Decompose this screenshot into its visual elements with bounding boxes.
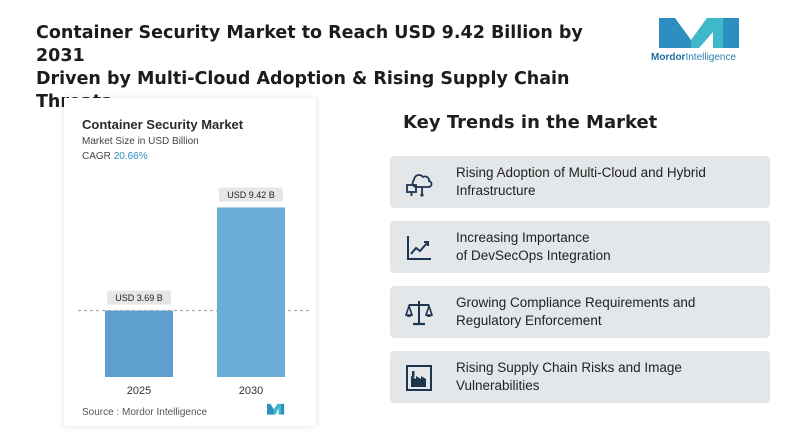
cloud-network-icon [406,174,433,197]
data-label-2030: USD 9.42 B [227,190,275,200]
trends-title: Key Trends in the Market [403,112,658,133]
trend-1-line-1: Rising Adoption of Multi-Cloud and Hybri… [456,165,706,180]
data-label-bg-2025 [107,290,171,305]
factory-icon [406,365,432,391]
trend-2-line-1: Increasing Importance [456,230,590,245]
balance-scale-icon [404,301,434,326]
trend-2-line-2: of DevSecOps Integration [456,248,611,263]
cagr-value: 20.66% [113,151,148,162]
trend-card-3: Growing Compliance Requirements and Regu… [390,286,770,338]
trend-card-1: Rising Adoption of Multi-Cloud and Hybri… [390,156,770,208]
trend-1-line-2: Infrastructure [456,183,536,198]
chart-subtitle: Market Size in USD Billion [82,136,199,147]
tick-label-2025: 2025 [127,385,151,397]
trend-3-line-1: Growing Compliance Requirements and [456,295,696,310]
trend-card-4: Rising Supply Chain Risks and Image Vuln… [390,351,770,403]
data-label-bg-2030 [219,187,283,202]
trend-text-3: Growing Compliance Requirements and Regu… [456,294,756,330]
trend-text-2: Increasing Importance of DevSecOps Integ… [456,229,756,265]
bar-2030 [217,207,285,377]
bar-chart: USD 3.69 B 2025 USD 9.42 B 2030 [78,187,310,397]
data-label-2025: USD 3.69 B [115,293,163,303]
cagr-label: CAGR [82,151,111,162]
logo-brand: Mordor [651,52,686,63]
logo-suffix: Intelligence [685,52,737,63]
growth-chart-icon [407,236,431,260]
bar-2025 [105,310,173,377]
trend-text-4: Rising Supply Chain Risks and Image Vuln… [456,359,756,395]
tick-label-2030: 2030 [239,385,263,397]
chart-cagr: CAGR 20.66% [82,151,148,162]
mordor-mini-logo-icon [267,403,285,415]
trend-3-line-2: Regulatory Enforcement [456,313,602,328]
mordor-logo-icon [659,18,739,48]
trend-4-line-2: Vulnerabilities [456,378,540,393]
trend-card-2: Increasing Importance of DevSecOps Integ… [390,221,770,273]
chart-source: Source : Mordor Intelligence [82,407,208,418]
trend-text-1: Rising Adoption of Multi-Cloud and Hybri… [456,164,756,200]
logo-wordmark: MordorIntelligence [651,52,751,63]
chart-title: Container Security Market [82,117,244,132]
trend-4-line-1: Rising Supply Chain Risks and Image [456,360,682,375]
headline-line-1: Container Security Market to Reach USD 9… [36,23,583,66]
